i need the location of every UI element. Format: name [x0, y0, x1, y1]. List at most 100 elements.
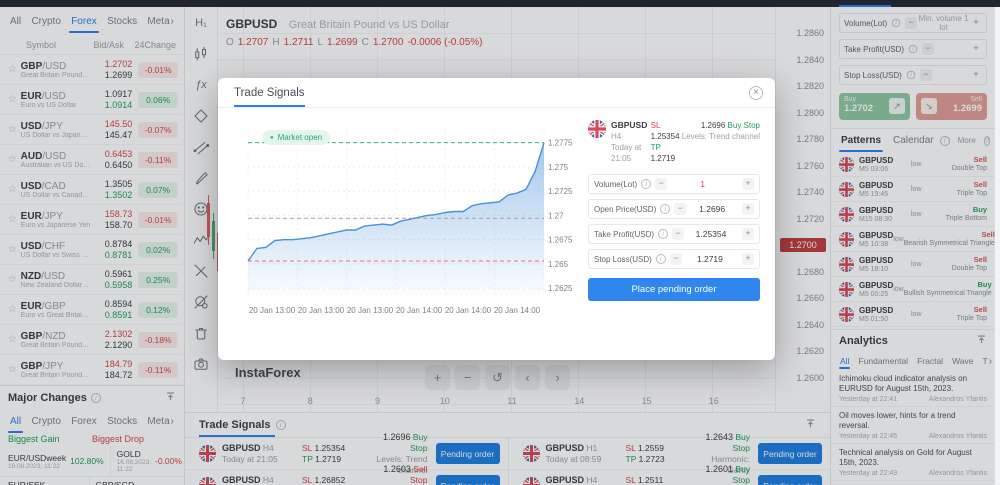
pan-right-icon[interactable]: ›	[545, 365, 570, 390]
tab-crypto[interactable]: Crypto	[31, 15, 61, 27]
decrease-button[interactable]: −	[655, 178, 668, 190]
increase-button[interactable]: +	[742, 203, 754, 215]
hide-drawings-icon[interactable]	[191, 292, 211, 312]
zoom-out-icon[interactable]: −	[455, 365, 480, 390]
price-axis[interactable]: 1.2860 1.2840 1.2820 1.2800 1.2780 1.2760 1.27…	[775, 7, 830, 412]
buy-button[interactable]: Buy 1.2702 ↗	[839, 93, 910, 120]
pending-order-button[interactable]: Pending order	[758, 443, 822, 464]
collapse-icon[interactable]	[805, 416, 816, 434]
place-pending-order-button[interactable]: Place pending order	[588, 278, 760, 301]
pattern-row[interactable]: GBPUSD M15 08:30 low Buy Triple Bottom	[831, 202, 995, 227]
watchlist-row[interactable]: ☆ EUR/JPY Euro vs Japanese Yen 158.73 158.70…	[0, 205, 184, 235]
patterns-icon[interactable]	[191, 230, 211, 250]
pattern-row[interactable]: GBPUSD M5 00:25 low Buy Bullish Symmetrical …	[831, 277, 995, 302]
biggest-drop-cell[interactable]: GOLD 16.08.2023, 11:22 -0.00%	[111, 446, 188, 476]
decrease-button[interactable]: −	[922, 43, 935, 55]
order-field-open-price-usd-[interactable]: Open Price(USD) i −1.2696 +	[588, 199, 760, 219]
eraser-icon[interactable]	[191, 261, 211, 281]
favorite-star-icon[interactable]: ☆	[8, 94, 17, 105]
order-field-stop-loss-usd-[interactable]: Stop Loss(USD) i −1.2719 +	[588, 249, 760, 269]
favorite-star-icon[interactable]: ☆	[8, 154, 17, 165]
modal-title[interactable]: Trade Signals	[234, 78, 305, 107]
decrease-button[interactable]: −	[919, 69, 932, 81]
tab-meta[interactable]: Meta›	[147, 15, 174, 27]
collapse-icon[interactable]	[976, 332, 987, 350]
an-tab-fractal[interactable]: Fractal	[917, 356, 944, 366]
favorite-star-icon[interactable]: ☆	[8, 214, 17, 225]
mc-tab-all[interactable]: All	[8, 410, 24, 433]
favorite-star-icon[interactable]: ☆	[8, 274, 17, 285]
favorite-star-icon[interactable]: ☆	[8, 124, 17, 135]
order-field-take-profit-usd-[interactable]: Take Profit(USD) i −1.25354 +	[588, 224, 760, 244]
increase-button[interactable]: +	[973, 17, 979, 27]
decrease-button[interactable]: −	[905, 17, 918, 29]
favorite-star-icon[interactable]: ☆	[8, 184, 17, 195]
order-field-volume-lot-[interactable]: Volume(Lot) i −1 +	[588, 174, 760, 194]
trade-signal-row[interactable]: GBPUSD H4 Today at 21:05 SL 1.25354 TP 1.27…	[185, 432, 508, 475]
biggest-gain-cell[interactable]: EUR/USDweek 16.08.2023, 11:22 102.80%	[8, 446, 111, 476]
volume-field[interactable]: Volume(Lot) i − Min. volume 1 lot +	[839, 13, 987, 33]
info-icon[interactable]: i	[90, 393, 101, 403]
remove-drawings-icon[interactable]	[191, 323, 211, 343]
analytics-item[interactable]: Technical analysis on Gold for August 15…	[831, 444, 995, 481]
tab-calendar[interactable]: Calendar	[893, 135, 934, 146]
pending-order-button[interactable]: Pending order	[758, 475, 822, 485]
favorite-star-icon[interactable]: ☆	[8, 64, 17, 75]
pattern-row[interactable]: GBPUSD M5 03:06 low Sell Double Top	[831, 152, 995, 177]
chart-type-icon[interactable]	[191, 44, 211, 64]
tab-forex[interactable]: Forex	[69, 10, 99, 33]
favorite-star-icon[interactable]: ☆	[8, 364, 17, 375]
watchlist-row[interactable]: ☆ USD/CAD US Dollar vs Canadian 1.3505 1.350…	[0, 175, 184, 205]
close-icon[interactable]: ×	[749, 86, 763, 100]
indicators-icon[interactable]: ƒx	[195, 79, 207, 91]
increase-button[interactable]: +	[742, 253, 754, 265]
favorite-star-icon[interactable]: ☆	[8, 304, 17, 315]
favorite-star-icon[interactable]: ☆	[8, 244, 17, 255]
analytics-item[interactable]: Oil moves lower, hints for a trend rever…	[831, 407, 995, 444]
increase-button[interactable]: +	[973, 69, 979, 79]
take-profit-field[interactable]: Take Profit(USD) i − +	[839, 39, 987, 59]
favorite-star-icon[interactable]: ☆	[8, 334, 17, 345]
pan-left-icon[interactable]: ‹	[515, 365, 540, 390]
increase-button[interactable]: +	[742, 228, 754, 240]
mc-tab-stocks[interactable]: Stocks	[107, 415, 138, 427]
trade-signal-row[interactable]: GBPUSD H1 Today at 08:59 SL 1.2559 TP 1.272…	[508, 432, 830, 475]
decrease-button[interactable]: −	[674, 203, 687, 215]
stop-loss-field[interactable]: Stop Loss(USD) i − +	[839, 65, 987, 85]
pattern-row[interactable]: GBPUSD M5 19:45 low Sell Triple Top	[831, 177, 995, 202]
watchlist-row[interactable]: ☆ AUD/USD Australian vs US Dollar 0.6453 0.6…	[0, 145, 184, 175]
shapes-icon[interactable]	[191, 106, 211, 126]
reset-view-icon[interactable]: ↺	[485, 365, 510, 390]
increase-button[interactable]: +	[742, 178, 754, 190]
sell-button[interactable]: Sell 1.2699 ↘	[916, 93, 987, 120]
an-tab-t[interactable]: T›	[982, 355, 993, 367]
tab-more[interactable]: More	[957, 136, 976, 145]
pattern-row[interactable]: GBPUSD M5 10:38 low Sell Bearish Symmetrical…	[831, 227, 995, 252]
an-tab-all[interactable]: All	[839, 353, 851, 369]
tab-stocks[interactable]: Stocks	[107, 15, 138, 27]
mc-tab-meta[interactable]: Meta›	[147, 415, 174, 427]
gain-cell-2[interactable]: EUR/SEK	[8, 477, 90, 485]
drop-cell-2[interactable]: GBP/SGD	[90, 477, 177, 485]
info-icon[interactable]: i	[275, 420, 286, 430]
brush-icon[interactable]	[191, 168, 211, 188]
mc-tab-forex[interactable]: Forex	[71, 415, 97, 427]
pattern-row[interactable]: GBPUSD M5 01:50 low Sell Triple Top	[831, 302, 995, 327]
snapshot-icon[interactable]	[191, 354, 211, 374]
increase-button[interactable]: +	[973, 43, 979, 53]
watchlist-row[interactable]: ☆ EUR/USD Euro vs US Dollar 1.0917 1.0914 0.0…	[0, 85, 184, 115]
interval-icon[interactable]: H₁	[195, 17, 207, 29]
pending-order-button[interactable]: Pending order	[435, 475, 500, 485]
zoom-in-icon[interactable]: +	[425, 365, 450, 390]
analytics-item[interactable]: Ichimoku cloud indicator analysis on EUR…	[831, 370, 995, 407]
mc-tab-crypto[interactable]: Crypto	[31, 415, 61, 427]
